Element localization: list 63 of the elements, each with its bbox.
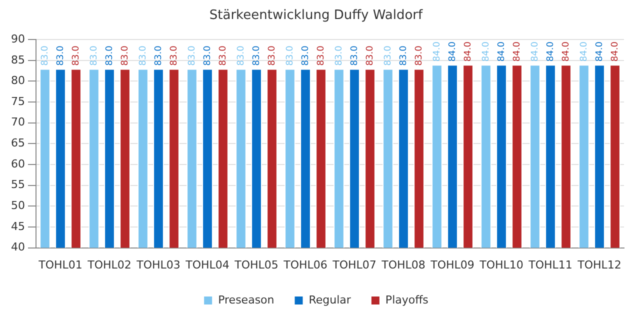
data-label: 84.0	[579, 41, 590, 62]
y-tick-label: 90	[10, 32, 25, 46]
data-label: 83.0	[383, 45, 394, 66]
legend-label: Preseason	[218, 293, 274, 306]
x-tick-label: TOHL09	[430, 258, 474, 272]
data-label: 83.0	[316, 45, 326, 66]
y-tick-label: 50	[10, 199, 25, 212]
y-tick-label: 65	[10, 136, 25, 150]
data-label: 83.0	[300, 45, 311, 66]
y-tick-label: 55	[10, 178, 25, 192]
legend-label: Playoffs	[385, 293, 429, 306]
data-label: 84.0	[546, 41, 556, 62]
data-label: 83.0	[236, 45, 246, 66]
data-label: 84.0	[463, 41, 474, 62]
data-label: 83.0	[350, 45, 360, 66]
data-label: 84.0	[481, 41, 492, 62]
data-label: 83.0	[104, 45, 115, 66]
data-label: 84.0	[561, 41, 572, 62]
data-label: 83.0	[89, 45, 100, 66]
y-tick-label: 60	[10, 157, 25, 170]
data-label: 83.0	[169, 45, 180, 66]
x-tick-label: TOHL11	[528, 258, 572, 272]
x-tick-label: TOHL10	[478, 258, 524, 272]
data-label: 83.0	[252, 45, 262, 66]
x-tick-label: TOHL07	[332, 258, 376, 272]
data-label: 83.0	[187, 45, 198, 66]
legend-label: Regular	[308, 293, 352, 306]
data-label: 83.0	[414, 45, 424, 66]
data-label: 83.0	[218, 45, 228, 66]
data-label: 84.0	[610, 41, 620, 62]
x-tick-label: TOHL03	[136, 258, 180, 272]
data-label: 83.0	[154, 45, 164, 66]
data-label: 83.0	[56, 45, 66, 66]
data-label: 83.0	[267, 45, 278, 66]
data-label: 83.0	[334, 45, 344, 66]
x-tick-label: TOHL06	[282, 258, 328, 272]
y-tick-label: 70	[10, 116, 25, 129]
chart-title: Stärkeentwicklung Duffy Waldorf	[209, 8, 424, 24]
y-tick-label: 80	[10, 74, 25, 88]
data-label: 84.0	[530, 41, 540, 62]
x-tick-label: TOHL01	[38, 258, 82, 272]
data-label: 84.0	[496, 41, 507, 62]
data-label: 83.0	[120, 45, 130, 66]
y-tick-label: 40	[10, 240, 25, 254]
x-tick-label: TOHL05	[234, 258, 278, 272]
x-tick-label: TOHL12	[576, 258, 622, 272]
y-tick-label: 45	[10, 220, 25, 233]
data-label: 84.0	[594, 41, 605, 62]
data-label: 83.0	[398, 45, 409, 66]
x-tick-label: TOHL04	[184, 258, 230, 272]
data-label: 84.0	[512, 41, 522, 62]
y-tick-label: 85	[10, 53, 25, 66]
data-label: 83.0	[71, 45, 82, 66]
y-tick-label: 75	[10, 94, 25, 108]
data-label: 83.0	[285, 45, 296, 66]
data-label: 83.0	[138, 45, 148, 66]
data-label: 83.0	[365, 45, 376, 66]
data-label: 83.0	[40, 45, 50, 66]
data-label: 84.0	[432, 41, 442, 62]
x-tick-label: TOHL08	[380, 258, 426, 272]
x-tick-label: TOHL02	[86, 258, 132, 272]
data-label: 83.0	[202, 45, 213, 66]
data-label: 84.0	[448, 41, 458, 62]
